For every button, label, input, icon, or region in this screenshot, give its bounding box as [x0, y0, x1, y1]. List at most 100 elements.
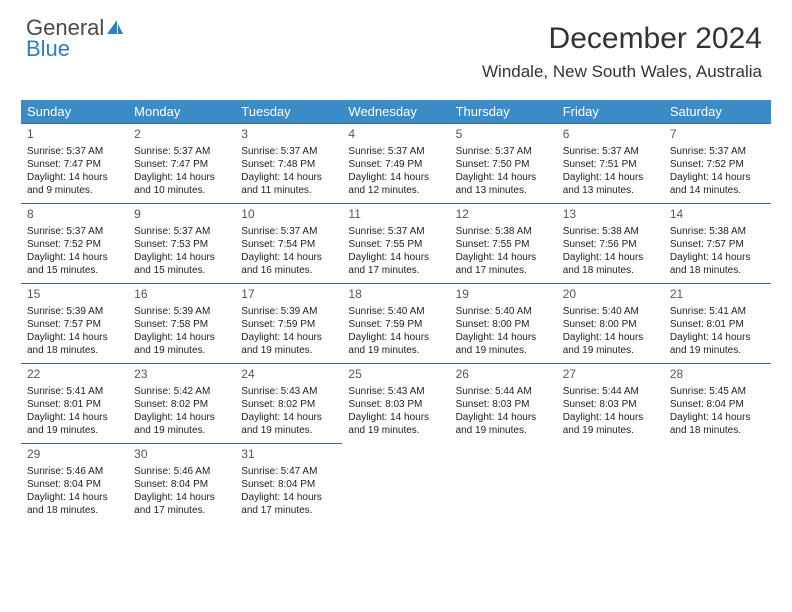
day-info-d1: Daylight: 14 hours: [563, 331, 658, 344]
calendar-day-cell: 9Sunrise: 5:37 AMSunset: 7:53 PMDaylight…: [128, 204, 235, 284]
calendar-day-cell: [450, 444, 557, 524]
day-info-d1: Daylight: 14 hours: [456, 411, 551, 424]
day-info-d1: Daylight: 14 hours: [456, 331, 551, 344]
calendar-day-cell: 13Sunrise: 5:38 AMSunset: 7:56 PMDayligh…: [557, 204, 664, 284]
day-info-d1: Daylight: 14 hours: [348, 331, 443, 344]
day-info-d2: and 19 minutes.: [134, 344, 229, 357]
day-info-d2: and 17 minutes.: [348, 264, 443, 277]
weekday-header: Sunday: [21, 100, 128, 124]
day-number: 4: [348, 127, 443, 143]
day-number: 22: [27, 367, 122, 383]
day-info-d1: Daylight: 14 hours: [348, 251, 443, 264]
day-info-d1: Daylight: 14 hours: [563, 251, 658, 264]
calendar-week-row: 22Sunrise: 5:41 AMSunset: 8:01 PMDayligh…: [21, 364, 771, 444]
day-number: 7: [670, 127, 765, 143]
calendar-week-row: 29Sunrise: 5:46 AMSunset: 8:04 PMDayligh…: [21, 444, 771, 524]
day-number: 3: [241, 127, 336, 143]
day-number: 13: [563, 207, 658, 223]
day-number: 26: [456, 367, 551, 383]
calendar-day-cell: 15Sunrise: 5:39 AMSunset: 7:57 PMDayligh…: [21, 284, 128, 364]
day-info-d2: and 17 minutes.: [241, 504, 336, 517]
calendar-day-cell: 12 Sunrise: 5:38 AMSunset: 7:55 PMDayligh…: [450, 204, 557, 284]
brand-logo: General Blue: [26, 18, 126, 60]
day-info-sr: Sunrise: 5:38 AM: [456, 225, 551, 238]
day-info-sr: Sunrise: 5:46 AM: [134, 465, 229, 478]
day-info-ss: Sunset: 7:54 PM: [241, 238, 336, 251]
day-number: 24: [241, 367, 336, 383]
day-info-d1: Daylight: 14 hours: [27, 331, 122, 344]
day-info-sr: Sunrise: 5:46 AM: [27, 465, 122, 478]
day-info-d2: and 19 minutes.: [670, 344, 765, 357]
weekday-header: Saturday: [664, 100, 771, 124]
day-info-sr: Sunrise: 5:37 AM: [134, 225, 229, 238]
day-info-d2: and 12 minutes.: [348, 184, 443, 197]
day-info-sr: Sunrise: 5:43 AM: [241, 385, 336, 398]
day-info-d1: Daylight: 14 hours: [134, 491, 229, 504]
day-info-ss: Sunset: 8:01 PM: [27, 398, 122, 411]
day-info-d2: and 18 minutes.: [27, 344, 122, 357]
day-number: 12: [456, 207, 551, 223]
day-info-d1: Daylight: 14 hours: [27, 251, 122, 264]
day-info-sr: Sunrise: 5:37 AM: [670, 145, 765, 158]
day-info-sr: Sunrise: 5:43 AM: [348, 385, 443, 398]
calendar-day-cell: 27Sunrise: 5:44 AMSunset: 8:03 PMDayligh…: [557, 364, 664, 444]
day-number: 1: [27, 127, 122, 143]
weekday-header: Friday: [557, 100, 664, 124]
day-number: 5: [456, 127, 551, 143]
day-info-sr: Sunrise: 5:44 AM: [563, 385, 658, 398]
day-info-sr: Sunrise: 5:38 AM: [563, 225, 658, 238]
day-info-sr: Sunrise: 5:45 AM: [670, 385, 765, 398]
day-number: 27: [563, 367, 658, 383]
day-info-sr: Sunrise: 5:40 AM: [456, 305, 551, 318]
calendar-day-cell: 7Sunrise: 5:37 AMSunset: 7:52 PMDaylight…: [664, 124, 771, 204]
calendar-day-cell: 25Sunrise: 5:43 AMSunset: 8:03 PMDayligh…: [342, 364, 449, 444]
day-info-d2: and 16 minutes.: [241, 264, 336, 277]
day-info-ss: Sunset: 7:55 PM: [456, 238, 551, 251]
calendar-day-cell: 29Sunrise: 5:46 AMSunset: 8:04 PMDayligh…: [21, 444, 128, 524]
day-info-d1: Daylight: 14 hours: [670, 331, 765, 344]
day-info-d2: and 19 minutes.: [563, 344, 658, 357]
day-info-sr: Sunrise: 5:37 AM: [27, 225, 122, 238]
day-info-d1: Daylight: 14 hours: [348, 171, 443, 184]
day-info-d2: and 19 minutes.: [456, 344, 551, 357]
day-info-d2: and 19 minutes.: [348, 344, 443, 357]
day-info-d2: and 18 minutes.: [670, 264, 765, 277]
day-info-d1: Daylight: 14 hours: [27, 491, 122, 504]
calendar-day-cell: 28Sunrise: 5:45 AMSunset: 8:04 PMDayligh…: [664, 364, 771, 444]
day-info-d2: and 17 minutes.: [134, 504, 229, 517]
day-info-d2: and 19 minutes.: [27, 424, 122, 437]
day-info-d2: and 18 minutes.: [670, 424, 765, 437]
calendar-day-cell: 26Sunrise: 5:44 AMSunset: 8:03 PMDayligh…: [450, 364, 557, 444]
day-info-ss: Sunset: 7:55 PM: [348, 238, 443, 251]
day-info-d2: and 19 minutes.: [348, 424, 443, 437]
day-info-ss: Sunset: 8:03 PM: [563, 398, 658, 411]
day-info-sr: Sunrise: 5:39 AM: [241, 305, 336, 318]
day-info-d2: and 18 minutes.: [563, 264, 658, 277]
day-info-d1: Daylight: 14 hours: [134, 251, 229, 264]
day-info-ss: Sunset: 8:03 PM: [456, 398, 551, 411]
calendar-day-cell: 3Sunrise: 5:37 AMSunset: 7:48 PMDaylight…: [235, 124, 342, 204]
day-info-ss: Sunset: 8:00 PM: [563, 318, 658, 331]
day-info-ss: Sunset: 7:57 PM: [670, 238, 765, 251]
day-info-d1: Daylight: 14 hours: [456, 251, 551, 264]
day-info-sr: Sunrise: 5:37 AM: [456, 145, 551, 158]
day-info-sr: Sunrise: 5:37 AM: [241, 225, 336, 238]
day-info-ss: Sunset: 8:01 PM: [670, 318, 765, 331]
day-info-d2: and 19 minutes.: [241, 424, 336, 437]
day-info-ss: Sunset: 8:04 PM: [27, 478, 122, 491]
day-number: 20: [563, 287, 658, 303]
day-info-d2: and 19 minutes.: [134, 424, 229, 437]
day-number: 31: [241, 447, 336, 463]
day-info-d2: and 18 minutes.: [27, 504, 122, 517]
day-info-d2: and 10 minutes.: [134, 184, 229, 197]
day-info-ss: Sunset: 8:00 PM: [456, 318, 551, 331]
day-info-d1: Daylight: 14 hours: [670, 171, 765, 184]
calendar-day-cell: 5Sunrise: 5:37 AMSunset: 7:50 PMDaylight…: [450, 124, 557, 204]
day-info-d2: and 17 minutes.: [456, 264, 551, 277]
day-info-d1: Daylight: 14 hours: [670, 251, 765, 264]
day-info-d2: and 13 minutes.: [563, 184, 658, 197]
day-info-sr: Sunrise: 5:40 AM: [348, 305, 443, 318]
day-info-ss: Sunset: 8:02 PM: [241, 398, 336, 411]
day-info-sr: Sunrise: 5:42 AM: [134, 385, 229, 398]
day-number: 28: [670, 367, 765, 383]
